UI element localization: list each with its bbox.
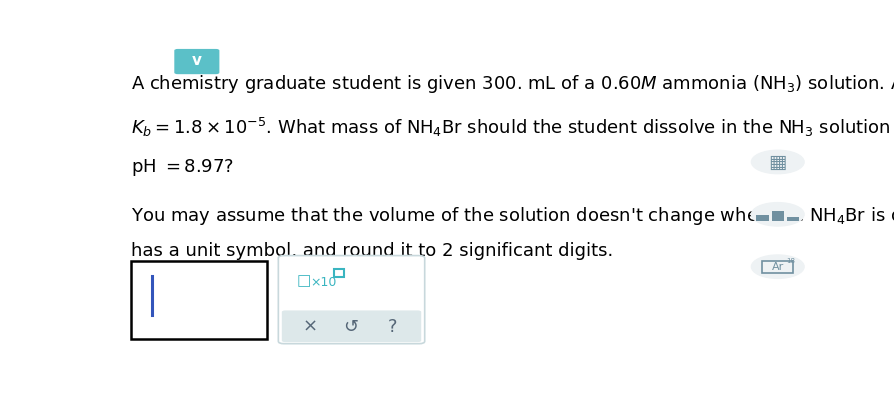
Text: ?: ? bbox=[387, 318, 396, 336]
FancyBboxPatch shape bbox=[771, 211, 783, 221]
FancyBboxPatch shape bbox=[131, 260, 266, 339]
Text: □: □ bbox=[296, 274, 310, 289]
Text: v: v bbox=[191, 54, 202, 68]
FancyBboxPatch shape bbox=[755, 215, 768, 221]
Text: ×: × bbox=[302, 318, 317, 336]
Text: $K_b = 1.8 \times 10^{-5}$. What mass of NH$_4$Br should the student dissolve in: $K_b = 1.8 \times 10^{-5}$. What mass of… bbox=[131, 116, 894, 139]
FancyBboxPatch shape bbox=[278, 256, 425, 344]
Text: has a unit symbol, and round it to 2 significant digits.: has a unit symbol, and round it to 2 sig… bbox=[131, 242, 613, 260]
FancyBboxPatch shape bbox=[282, 310, 421, 342]
Text: ▦: ▦ bbox=[768, 152, 786, 172]
FancyBboxPatch shape bbox=[333, 269, 343, 276]
Text: A chemistry graduate student is given 300. mL of a 0.60$\mathit{M}$ ammonia $\le: A chemistry graduate student is given 30… bbox=[131, 73, 894, 95]
Circle shape bbox=[751, 203, 803, 226]
Text: You may assume that the volume of the solution doesn't change when the NH$_4$Br : You may assume that the volume of the so… bbox=[131, 205, 894, 227]
Text: Ar: Ar bbox=[771, 262, 783, 272]
Circle shape bbox=[751, 255, 803, 278]
Text: 18: 18 bbox=[785, 258, 794, 264]
Text: ×10: ×10 bbox=[310, 276, 336, 289]
Text: pH $= 8.97$?: pH $= 8.97$? bbox=[131, 157, 234, 178]
Circle shape bbox=[751, 150, 803, 174]
FancyBboxPatch shape bbox=[174, 49, 219, 74]
Text: ↺: ↺ bbox=[343, 318, 358, 336]
FancyBboxPatch shape bbox=[786, 218, 798, 221]
